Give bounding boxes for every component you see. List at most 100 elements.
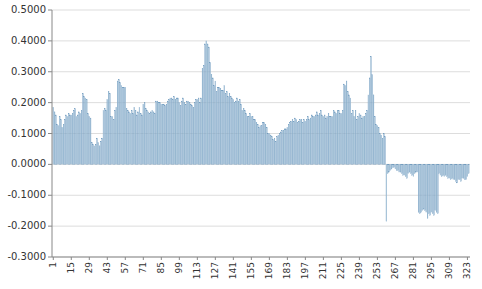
bar <box>320 110 322 164</box>
bar <box>382 138 384 164</box>
bar <box>386 164 388 221</box>
bar <box>449 164 451 178</box>
bar <box>258 127 260 164</box>
x-tick-label: 169 <box>264 262 274 279</box>
bar <box>286 127 288 164</box>
bar <box>432 164 434 213</box>
bar <box>387 164 389 173</box>
bar <box>105 110 107 164</box>
bar <box>322 117 324 165</box>
bar <box>311 115 313 164</box>
bar <box>160 104 162 164</box>
y-axis: -0.3000-0.2000-0.10000.00000.10000.20000… <box>7 4 470 262</box>
bar <box>321 115 323 164</box>
bar <box>398 164 400 172</box>
bar <box>173 96 175 164</box>
y-tick-label: -0.2000 <box>7 220 46 231</box>
bar <box>330 117 332 165</box>
bar <box>200 98 202 164</box>
bar <box>177 98 179 164</box>
bar <box>391 164 393 169</box>
bar <box>135 110 137 164</box>
bar <box>126 109 128 165</box>
bar <box>410 164 412 173</box>
grid-line <box>52 71 470 72</box>
bar <box>235 101 237 164</box>
y-tick <box>48 71 52 72</box>
bar <box>383 134 385 165</box>
x-tick-label: 1 <box>48 262 58 268</box>
bar <box>229 93 231 164</box>
bar <box>434 164 436 210</box>
bar <box>424 164 426 210</box>
bar <box>271 137 273 165</box>
bar <box>172 100 174 165</box>
y-tick <box>48 10 52 11</box>
grid-line <box>52 226 470 227</box>
y-tick <box>48 40 52 41</box>
bar <box>339 113 341 164</box>
bar <box>78 112 80 164</box>
bar <box>285 129 287 165</box>
bar <box>254 120 256 165</box>
bar <box>205 41 207 165</box>
x-tick-label: 127 <box>210 262 220 279</box>
bar <box>96 138 98 164</box>
bar <box>191 106 193 165</box>
bar <box>351 113 353 164</box>
bar <box>92 144 94 164</box>
bar <box>406 164 408 178</box>
bar <box>298 121 300 164</box>
bar <box>226 92 228 165</box>
bar <box>137 112 139 164</box>
bar <box>344 86 346 165</box>
y-tick-label: 0.5000 <box>11 4 46 15</box>
bar <box>159 103 161 165</box>
x-tick-label: 183 <box>282 262 292 279</box>
bar <box>461 164 463 178</box>
bar <box>389 164 391 170</box>
bar <box>63 124 65 164</box>
bar <box>425 164 427 212</box>
bar <box>446 164 448 176</box>
bar <box>163 104 165 164</box>
bar <box>157 101 159 164</box>
bar <box>295 120 297 165</box>
bar <box>400 164 402 172</box>
bar <box>316 112 318 164</box>
bar <box>280 132 282 164</box>
bar <box>274 138 276 164</box>
bar <box>276 137 278 165</box>
bar <box>443 164 445 176</box>
bar <box>331 117 333 165</box>
bar <box>234 103 236 165</box>
chart: -0.3000-0.2000-0.10000.00000.10000.20000… <box>0 0 482 289</box>
bar <box>214 81 216 164</box>
bar <box>241 110 243 164</box>
bar <box>326 117 328 165</box>
bar <box>411 164 413 175</box>
bar <box>360 115 362 164</box>
bar <box>56 124 58 164</box>
bar <box>184 103 186 165</box>
bar <box>115 107 117 164</box>
bar <box>422 164 424 210</box>
y-tick-label: 0.2000 <box>11 97 46 108</box>
bar <box>441 164 443 176</box>
bar <box>169 98 171 164</box>
bar <box>65 115 67 164</box>
bar <box>388 164 390 172</box>
bar <box>193 107 195 164</box>
y-tick <box>48 226 52 227</box>
bar <box>104 109 106 165</box>
bar <box>369 78 371 164</box>
bar <box>77 115 79 164</box>
bar <box>404 164 406 175</box>
bar <box>222 90 224 164</box>
bar <box>250 117 252 165</box>
bar <box>154 113 156 164</box>
bar <box>217 87 219 164</box>
bar <box>455 164 457 181</box>
bar <box>52 107 54 164</box>
bar <box>203 66 205 165</box>
